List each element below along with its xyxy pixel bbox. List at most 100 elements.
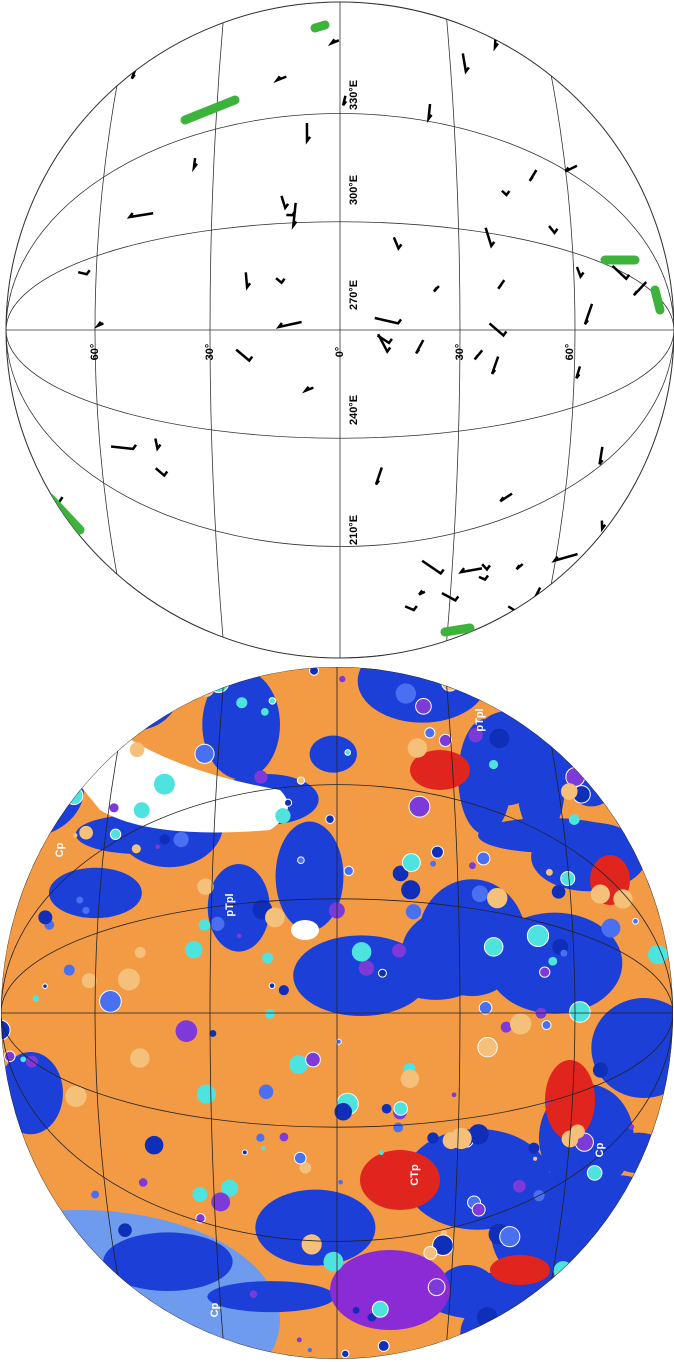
figure: 330°E300°E270°E240°E210°E60°30°0°30°60° … [0,0,674,1362]
crater [130,742,145,757]
crater [261,1146,265,1150]
crater [262,952,273,963]
crater [199,682,213,696]
crater [26,1202,43,1219]
blue-unit [619,682,667,736]
crater [73,833,78,838]
crater [545,1317,566,1338]
latitude-label: 60° [89,344,101,361]
crater [626,1334,645,1353]
crater [209,1030,216,1037]
crater [199,919,210,930]
crater [442,675,459,692]
crater [79,826,93,840]
unit-label: Cp [594,1142,606,1157]
crater [554,1261,573,1280]
crater [130,1048,150,1068]
crater [431,846,443,858]
crater [352,942,372,962]
unit-label: Cp [209,1302,221,1317]
crater [2,1232,17,1247]
crater [236,697,247,708]
unit-label: pTpl [474,708,486,731]
scarp [648,156,667,163]
blue-unit [49,868,142,918]
unit-label: CTp [409,1164,421,1186]
crater [76,897,83,904]
crater [359,960,374,975]
crater [279,985,289,995]
crater [339,676,345,682]
crater [428,1279,445,1296]
crater [560,950,567,957]
unit-label: CTp [189,779,201,801]
crater [40,786,58,804]
crater [540,967,550,977]
crater [645,1273,661,1289]
crater [133,707,152,726]
longitude-label: 300°E [348,175,360,205]
crater [173,1337,186,1350]
crater [185,941,202,958]
scarp [77,21,93,32]
crater [528,1143,539,1154]
crater [139,1178,148,1187]
crater [430,861,436,867]
crater [561,872,575,886]
crater [477,1307,498,1328]
crater [308,1348,312,1352]
crater [344,866,353,875]
crater [265,907,285,927]
crater [129,668,145,684]
crater [571,1124,585,1138]
crater [527,925,548,946]
crater [452,1092,457,1097]
crater [47,1302,62,1317]
crater [64,682,71,689]
crater [379,1150,384,1155]
crater [572,1294,588,1310]
crater [623,676,628,681]
crater [593,1063,608,1078]
crater [269,983,275,989]
crater [402,854,420,872]
crater [155,844,160,849]
crater [100,1276,115,1291]
blue-unit [517,740,564,835]
crater [82,907,89,914]
white-patch [291,920,319,940]
crater [289,1055,308,1074]
crater [587,1166,602,1181]
latitude-label: 30° [204,344,216,361]
unit-patch [360,1150,440,1210]
crater [65,1086,86,1107]
crater [401,1069,420,1088]
crater [469,862,476,869]
crater [490,728,510,748]
crater [401,880,420,899]
crater [132,844,141,853]
crater [394,1102,408,1116]
scarp [80,83,91,87]
latitude-label: 0° [334,347,346,358]
crater [477,852,490,865]
blue-unit [255,1190,375,1266]
crater [38,910,52,924]
crater [65,787,83,805]
crater [648,873,668,893]
crater [64,965,75,976]
crater [256,1134,264,1142]
crater [542,1021,551,1030]
crater [0,691,12,707]
crater [94,1293,100,1299]
crater [306,1052,321,1067]
crater [353,1307,360,1314]
crater [145,1136,164,1155]
crater [392,944,406,958]
crater [323,1252,343,1272]
bottom-map: CpCTppTplCTppTplCpCp [0,639,674,1362]
crater [0,897,12,916]
crater [500,1227,520,1247]
longitude-label: 330°E [348,80,360,110]
